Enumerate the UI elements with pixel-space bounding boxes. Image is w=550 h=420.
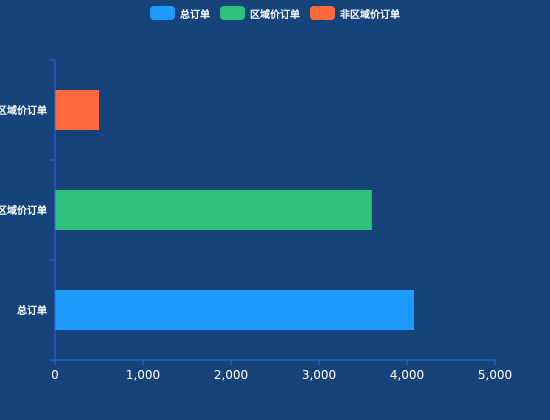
legend-swatch-regional-orders (220, 6, 245, 20)
legend-label-total-orders: 总订单 (180, 9, 210, 21)
legend: 总订单 区域价订单 非区域价订单 (0, 5, 550, 21)
x-axis-label-2: 1,000 (126, 368, 160, 382)
legend-label-non-regional-orders: 非区域价订单 (340, 9, 400, 21)
y-axis-label-1: 总订单 (17, 304, 47, 317)
y-axis-label-3: 非区域价订单 (0, 104, 47, 117)
x-axis-label-3: 2,000 (214, 368, 248, 382)
x-axis-label-6: 5,000 (478, 368, 512, 382)
bar-2-category-2 (55, 190, 372, 230)
x-axis-label-4: 3,000 (302, 368, 336, 382)
x-axis-label-1: 0 (51, 368, 59, 382)
legend-item-total-orders[interactable]: 总订单 (150, 5, 210, 21)
bar-3-category-3 (55, 90, 99, 130)
legend-item-non-regional-orders[interactable]: 非区域价订单 (310, 5, 400, 21)
legend-swatch-total-orders (150, 6, 175, 20)
legend-item-regional-orders[interactable]: 区域价订单 (220, 5, 300, 21)
y-axis-label-2: 区域价订单 (0, 204, 47, 217)
bar-1-category-1 (55, 290, 415, 330)
x-axis-label-5: 4,000 (390, 368, 424, 382)
legend-swatch-non-regional-orders (310, 6, 335, 20)
legend-label-regional-orders: 区域价订单 (250, 9, 300, 21)
